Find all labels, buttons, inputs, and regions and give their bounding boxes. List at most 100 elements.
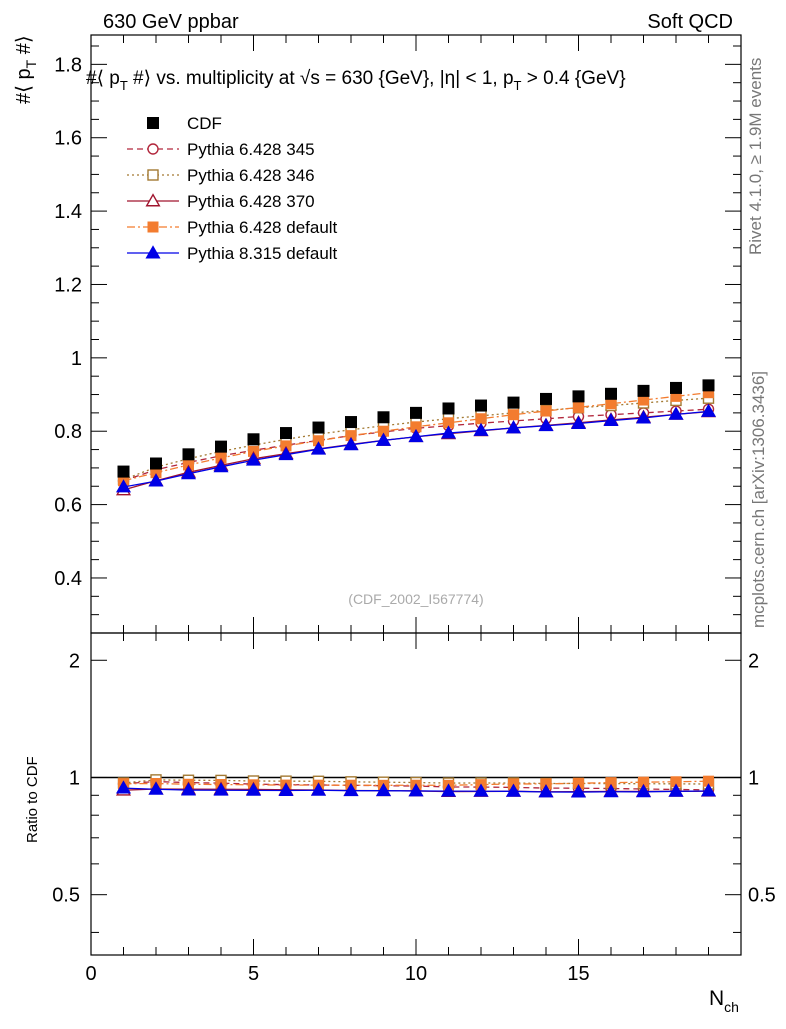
data-point (570, 415, 587, 429)
data-point (538, 417, 554, 432)
legend-label: Pythia 6.428 370 (187, 192, 315, 211)
data-point (443, 417, 454, 429)
data-point (278, 782, 294, 796)
data-point (670, 776, 682, 788)
data-point (375, 782, 392, 797)
x-tick-label: 5 (248, 963, 259, 985)
ratio-y-label: Ratio to CDF (24, 756, 41, 843)
legend-item: Pythia 6.428 346 (127, 166, 315, 185)
data-point (540, 778, 552, 790)
data-point (150, 457, 162, 470)
ratio-tick-label: 1 (69, 767, 80, 789)
data-point (540, 405, 552, 417)
data-point (670, 390, 682, 402)
data-point (635, 784, 652, 798)
data-point (605, 777, 617, 789)
y-tick-label: 1.8 (54, 54, 82, 76)
data-point (410, 406, 422, 419)
data-point (345, 416, 357, 429)
data-point (145, 245, 161, 259)
data-point (505, 420, 522, 434)
data-point (505, 783, 522, 797)
data-point (670, 381, 682, 394)
data-point (115, 479, 132, 493)
y-tick-label: 1.2 (54, 274, 82, 296)
data-point (150, 467, 162, 479)
series-cdf (117, 379, 715, 478)
legend-item: Pythia 8.315 default (127, 244, 338, 263)
data-point (343, 437, 359, 451)
data-point (312, 421, 325, 434)
y-tick-label: 0.6 (54, 495, 82, 517)
legend-label: Pythia 6.428 default (187, 218, 338, 237)
data-point (638, 776, 649, 788)
data-point (507, 396, 520, 409)
legend-item: Pythia 6.428 370 (127, 192, 315, 211)
main-series-group (115, 379, 717, 496)
data-point (700, 403, 717, 417)
data-point (147, 221, 159, 233)
data-point (668, 783, 684, 797)
data-point (702, 379, 715, 392)
data-point (473, 783, 489, 797)
data-point (573, 777, 584, 789)
data-point (703, 775, 714, 787)
legend-label: CDF (187, 114, 222, 133)
data-point (538, 784, 554, 798)
data-point (213, 782, 229, 796)
data-point (700, 783, 717, 797)
ratio-series-pythia-8-315-default (115, 780, 717, 798)
data-point (408, 783, 424, 797)
data-point (605, 387, 617, 400)
data-point (638, 394, 649, 406)
data-point (280, 427, 292, 440)
header-left: 630 GeV ppbar (103, 11, 239, 33)
data-point (148, 473, 164, 487)
y-axis-label: #⟨ pT #⟩ (13, 35, 39, 104)
data-point (215, 440, 227, 453)
data-point (180, 466, 197, 480)
data-point (410, 421, 422, 433)
data-point (637, 384, 650, 397)
mcplots-label: mcplots.cern.ch [arXiv:1306.3436] (749, 371, 768, 628)
data-point (145, 193, 161, 207)
data-point (182, 448, 195, 461)
legend-item: CDF (147, 114, 222, 133)
data-point (473, 422, 489, 436)
data-point (245, 782, 262, 796)
header-right: Soft QCD (647, 11, 733, 33)
ratio-tick-label-right: 1 (748, 767, 759, 789)
data-point (375, 432, 392, 446)
data-point (603, 412, 619, 427)
ratio-tick-label: 0.5 (52, 885, 80, 907)
y-tick-label: 0.4 (54, 568, 82, 590)
data-point (603, 784, 619, 798)
data-point (377, 411, 390, 424)
y-tick-label: 1.6 (54, 128, 82, 150)
data-point (213, 459, 229, 473)
data-point (313, 435, 324, 447)
x-tick-label: 0 (85, 963, 96, 985)
y-tick-label: 0.8 (54, 421, 82, 443)
ratio-tick-label: 2 (69, 650, 80, 672)
ratio-tick-label-right: 0.5 (748, 885, 776, 907)
legend-label: Pythia 8.315 default (187, 244, 338, 263)
legend: CDF Pythia 6.428 345 Pythia 6.428 346 Pythi… (127, 114, 338, 263)
data-point (508, 409, 519, 421)
legend-label: Pythia 6.428 345 (187, 140, 315, 159)
plot-title: #⟨ pT #⟩ vs. multiplicity at √s = 630 {G… (86, 68, 626, 93)
data-point (475, 413, 487, 425)
y-tick-label: 1 (71, 348, 82, 370)
data-point (475, 399, 487, 412)
data-point (247, 433, 260, 446)
data-point (117, 465, 130, 478)
legend-item: Pythia 6.428 default (127, 218, 338, 237)
data-point (635, 410, 652, 424)
data-point (310, 782, 327, 796)
y-tick-label: 1.4 (54, 201, 82, 223)
data-point (605, 398, 617, 410)
x-tick-label: 15 (567, 963, 589, 985)
data-point (378, 425, 389, 437)
data-point (310, 441, 327, 455)
